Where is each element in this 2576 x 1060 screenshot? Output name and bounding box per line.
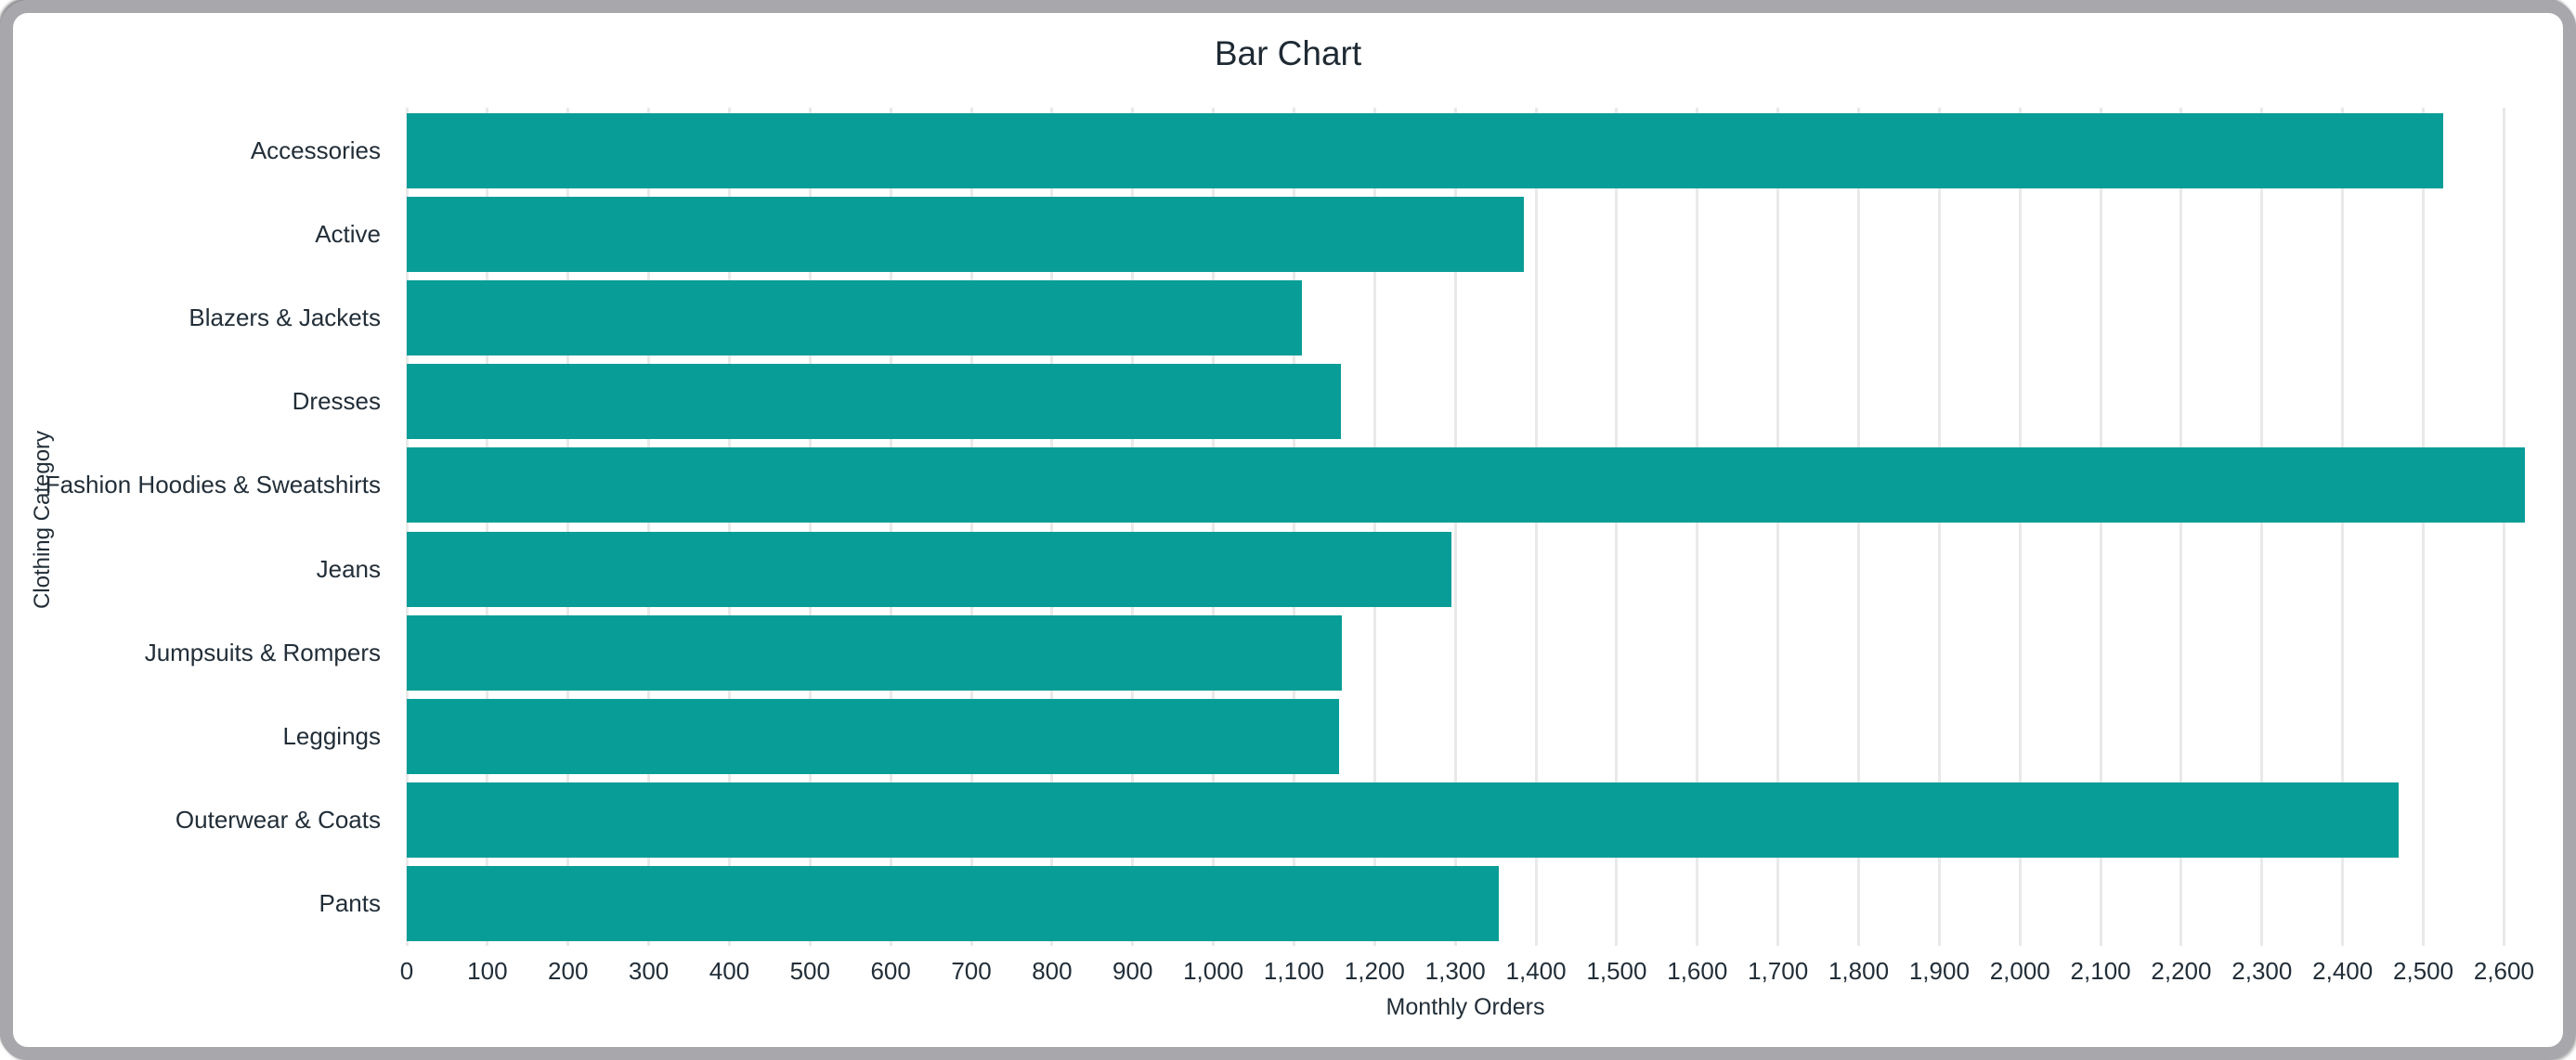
category-label: Dresses	[292, 387, 381, 416]
x-tick-label: 2,400	[2312, 957, 2374, 985]
category-label: Pants	[319, 888, 382, 917]
gridline	[566, 108, 570, 946]
x-tick-label: 500	[789, 957, 830, 985]
gridline	[808, 108, 812, 946]
x-tick-label: 1,600	[1667, 957, 1728, 985]
gridline	[1453, 108, 1457, 946]
gridline	[727, 108, 731, 946]
bar-active	[407, 197, 1525, 273]
bar-accessories	[407, 113, 2444, 188]
gridline	[1050, 108, 1054, 946]
x-tick-label: 1,800	[1828, 957, 1890, 985]
bar-jeans	[407, 531, 1451, 607]
gridline	[2018, 108, 2022, 946]
bar-blazers-jackets	[407, 280, 1303, 356]
gridline	[2502, 108, 2505, 946]
x-tick-label: 1,300	[1425, 957, 1486, 985]
bar-fashion-hoodies-sweatshirts	[407, 447, 2525, 524]
plot-area	[405, 108, 2525, 946]
x-tick-label: 2,100	[2070, 957, 2131, 985]
gridline	[1857, 108, 1861, 946]
category-label: Leggings	[282, 721, 381, 750]
gridline	[486, 108, 489, 946]
gridline	[1776, 108, 1780, 946]
gridline	[1212, 108, 1216, 946]
bar-leggings	[407, 698, 1340, 774]
gridline	[1937, 108, 1941, 946]
x-axis-title: Monthly Orders	[1386, 994, 1545, 1020]
x-tick-label: 800	[1032, 957, 1073, 985]
gridline	[1131, 108, 1135, 946]
x-tick-label: 1,100	[1263, 957, 1325, 985]
category-label: Outerwear & Coats	[175, 805, 381, 834]
gridline	[889, 108, 892, 946]
gridline	[2422, 108, 2426, 946]
x-tick-label: 200	[548, 957, 589, 985]
bar-jumpsuits-rompers	[407, 614, 1342, 691]
gridline	[647, 108, 651, 946]
x-tick-label: 1,400	[1505, 957, 1567, 985]
category-label: Accessories	[250, 136, 381, 164]
x-tick-label: 100	[467, 957, 508, 985]
gridline	[969, 108, 973, 946]
category-label: Jeans	[316, 554, 381, 583]
bar-pants	[407, 865, 1500, 941]
x-tick-label: 300	[628, 957, 670, 985]
x-tick-label: 0	[399, 957, 414, 985]
x-tick-label: 2,000	[1989, 957, 2050, 985]
bar-dresses	[407, 364, 1341, 440]
gridline	[2341, 108, 2345, 946]
category-label: Jumpsuits & Rompers	[144, 638, 381, 666]
x-tick-label: 1,200	[1344, 957, 1405, 985]
x-tick-label: 2,600	[2473, 957, 2534, 985]
category-label: Fashion Hoodies & Sweatshirts	[45, 471, 381, 499]
gridline	[1373, 108, 1376, 946]
gridline	[2179, 108, 2183, 946]
x-tick-label: 1,000	[1183, 957, 1244, 985]
x-tick-label: 2,500	[2393, 957, 2454, 985]
x-tick-label: 2,200	[2151, 957, 2212, 985]
gridline	[2260, 108, 2264, 946]
x-tick-label: 600	[870, 957, 911, 985]
gridline	[405, 108, 409, 946]
gridline	[1696, 108, 1699, 946]
gridline	[1292, 108, 1295, 946]
gridline	[1615, 108, 1619, 946]
chart-title: Bar Chart	[1214, 34, 1362, 72]
category-label: Active	[315, 220, 381, 249]
category-label: Blazers & Jackets	[189, 304, 381, 332]
x-tick-label: 1,700	[1748, 957, 1809, 985]
x-tick-label: 1,900	[1908, 957, 1970, 985]
gridline	[1534, 108, 1538, 946]
x-tick-label: 700	[951, 957, 992, 985]
x-tick-label: 1,500	[1586, 957, 1647, 985]
x-tick-label: 900	[1112, 957, 1153, 985]
x-tick-label: 2,300	[2231, 957, 2293, 985]
x-tick-label: 400	[709, 957, 750, 985]
gridline	[2099, 108, 2102, 946]
bar-outerwear-coats	[407, 782, 2400, 858]
